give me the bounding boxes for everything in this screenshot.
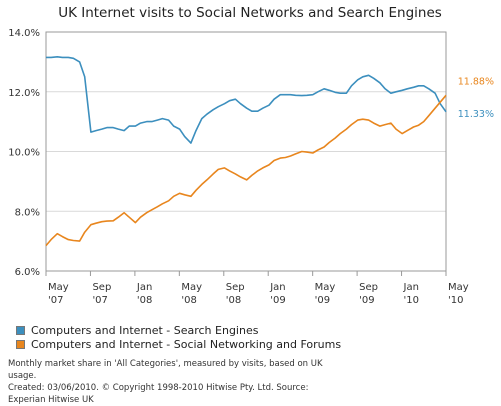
legend-swatch-social <box>16 339 25 349</box>
x-tick-label-year: '07 <box>92 295 107 306</box>
footer-line-3: Created: 03/06/2010. © Copyright 1998-20… <box>8 383 309 405</box>
series-line-social-networking <box>45 94 447 247</box>
x-tick-label-year: '08 <box>226 295 241 306</box>
y-tick-label: 14.0% <box>8 28 40 39</box>
x-tick-label-month: Jan <box>136 282 152 293</box>
x-tick-label-month: May <box>181 282 202 293</box>
footer-note: Monthly market share in 'All Categories'… <box>8 358 348 406</box>
x-tick-label-year: '08 <box>181 295 196 306</box>
y-axis-ticks: 6.0% 8.0% 10.0% 12.0% 14.0% <box>8 28 40 278</box>
x-tick-label-month: Sep <box>92 282 111 293</box>
footer-line-2: usage. <box>8 371 37 381</box>
legend: Computers and Internet - Search Engines … <box>16 323 341 351</box>
legend-label-search: Computers and Internet - Search Engines <box>31 323 259 337</box>
y-tick-label: 12.0% <box>8 88 40 99</box>
end-label-search-engines: 11.33% <box>458 109 494 120</box>
x-tick-label-month: Sep <box>226 282 245 293</box>
chart-title: UK Internet visits to Social Networks an… <box>58 5 442 21</box>
end-label-social-networking: 11.88% <box>458 76 494 87</box>
series-layer <box>45 55 447 247</box>
x-tick-label-year: '09 <box>359 295 374 306</box>
legend-item-search[interactable]: Computers and Internet - Search Engines <box>16 323 341 337</box>
grid-layer <box>46 31 446 272</box>
x-tick-label-month: Jan <box>403 282 419 293</box>
x-tick-label-year: '08 <box>137 295 152 306</box>
x-tick-label-month: Sep <box>359 282 378 293</box>
x-tick-label-year: '09 <box>315 295 330 306</box>
legend-swatch-search <box>16 325 25 335</box>
x-tick-label-year: '10 <box>448 295 463 306</box>
legend-label-social: Computers and Internet - Social Networki… <box>31 337 342 351</box>
x-tick-label-year: '10 <box>404 295 419 306</box>
x-tick-label-month: May <box>448 282 469 293</box>
y-tick-label: 8.0% <box>15 207 40 218</box>
x-tick-label-year: '09 <box>270 295 285 306</box>
x-tick-label-month: May <box>48 282 69 293</box>
y-tick-label: 10.0% <box>8 148 40 159</box>
legend-item-social[interactable]: Computers and Internet - Social Networki… <box>16 337 341 351</box>
x-tick-label-month: May <box>315 282 336 293</box>
x-tick-label-year: '07 <box>48 295 63 306</box>
x-axis-ticks: May '07 Sep '07 Jan '08 May '08 Sep '08 Jan '09 May '… <box>45 271 469 306</box>
series-line-search-engines <box>46 55 447 144</box>
y-tick-label: 6.0% <box>15 267 40 278</box>
end-labels: 11.33% 11.88% <box>458 76 494 119</box>
footer-line-1: Monthly market share in 'All Categories'… <box>8 359 323 369</box>
plot-frame <box>45 31 447 272</box>
x-tick-label-month: Jan <box>269 282 285 293</box>
